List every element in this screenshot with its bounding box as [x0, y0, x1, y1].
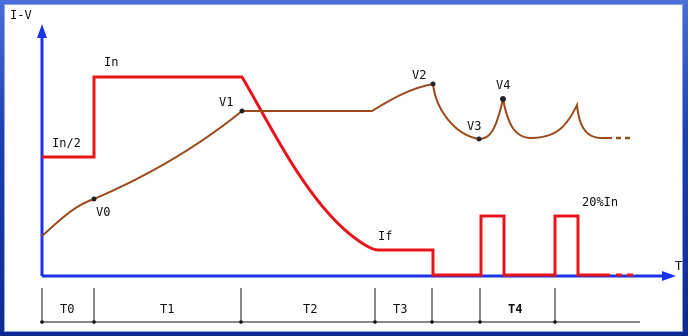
- x-axis-label: T: [675, 259, 682, 273]
- v0-point: [91, 196, 97, 202]
- label-in: In: [104, 55, 118, 69]
- v3-point: [476, 136, 482, 142]
- label-v2: V2: [412, 68, 426, 82]
- interval-dot: [92, 320, 96, 324]
- interval-dot: [40, 320, 44, 324]
- interval-dot: [478, 320, 482, 324]
- label-pulse: 20%In: [582, 195, 618, 209]
- y-axis-arrow-icon: [37, 24, 47, 38]
- v4-point: [500, 96, 506, 102]
- interval-dot: [553, 320, 557, 324]
- interval-label-t4: T4: [508, 302, 522, 316]
- voltage-curve: [41, 82, 612, 237]
- v1-point: [239, 108, 245, 114]
- interval-label-t3: T3: [393, 302, 407, 316]
- interval-dot: [430, 320, 434, 324]
- interval-label-t0: T0: [60, 302, 74, 316]
- label-v0: V0: [96, 205, 110, 219]
- label-v4: V4: [496, 78, 510, 92]
- interval-label-t1: T1: [160, 302, 174, 316]
- interval-label-t2: T2: [303, 302, 317, 316]
- x-axis-arrow-icon: [662, 271, 676, 281]
- label-in-half: In/2: [52, 136, 81, 150]
- label-v1: V1: [219, 95, 233, 109]
- interval-dot: [239, 320, 243, 324]
- interval-dot: [373, 320, 377, 324]
- y-axis-label: I-V: [10, 8, 32, 22]
- current-curve: [42, 75, 610, 277]
- label-v3: V3: [467, 119, 481, 133]
- label-if: If: [378, 229, 392, 243]
- v2-point: [430, 81, 436, 87]
